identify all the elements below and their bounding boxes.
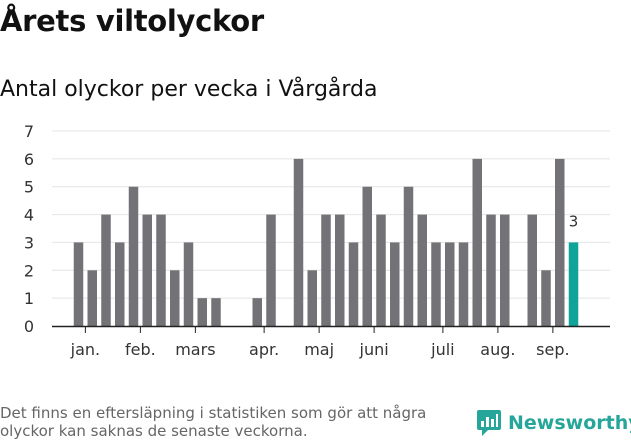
bar	[87, 270, 97, 326]
y-tick-label: 3	[24, 233, 34, 252]
bar	[362, 186, 372, 326]
y-tick-label: 7	[24, 122, 34, 141]
x-tick-label: sep.	[536, 340, 569, 359]
bar-highlighted	[568, 242, 579, 326]
x-tick-label: maj	[304, 340, 334, 359]
data-label: 3	[569, 212, 579, 230]
x-tick-label: apr.	[249, 340, 279, 359]
bar	[335, 214, 345, 326]
bar	[472, 158, 482, 326]
bar	[293, 158, 304, 326]
bar	[197, 298, 207, 326]
chart-subtitle: Antal olyckor per vecka i Vårgårda	[0, 77, 378, 102]
bar	[266, 214, 276, 326]
y-tick-label: 6	[24, 150, 34, 169]
bar	[183, 242, 194, 326]
bar	[500, 214, 510, 326]
bar	[445, 242, 455, 326]
bar	[307, 270, 317, 326]
bar	[156, 214, 166, 326]
y-tick-label: 5	[24, 178, 34, 197]
brand-logo: Newsworthy	[476, 408, 631, 438]
bar	[101, 214, 111, 326]
bar	[142, 214, 152, 326]
newsworthy-logo-icon	[477, 410, 501, 436]
bar	[527, 214, 537, 326]
bar	[376, 214, 386, 326]
bar	[252, 298, 262, 326]
x-tick-label: juli	[430, 340, 454, 359]
x-tick-label: aug.	[480, 340, 515, 359]
bar	[417, 214, 427, 326]
bar	[403, 186, 414, 326]
y-tick-label: 1	[24, 289, 34, 308]
x-tick-label: feb.	[125, 340, 156, 359]
brand-name: Newsworthy	[508, 412, 631, 434]
bar	[390, 242, 400, 326]
bar	[170, 270, 180, 326]
bar	[115, 242, 125, 326]
bar	[73, 242, 84, 326]
chart-title: Årets viltolyckor	[0, 4, 264, 38]
y-tick-label: 2	[24, 261, 34, 280]
bar-chart: 0 1 2 3 4 5 6 7 3 jan. feb. mars apr. maj juni juli aug.…	[24, 122, 610, 359]
x-tick-label: mars	[175, 340, 215, 359]
bar	[431, 242, 441, 326]
bar	[211, 298, 221, 326]
x-tick-label: jan.	[70, 340, 100, 359]
bar	[348, 242, 359, 326]
y-tick-label: 0	[24, 317, 34, 336]
bar	[458, 242, 469, 326]
bar	[555, 158, 565, 326]
bar	[128, 186, 139, 326]
footnote: Det finns en eftersläpning i statistiken…	[0, 404, 427, 440]
bar	[486, 214, 496, 326]
x-tick-label: juni	[359, 340, 389, 359]
bar	[541, 270, 551, 326]
y-tick-label: 4	[24, 206, 34, 225]
bar	[321, 214, 331, 326]
